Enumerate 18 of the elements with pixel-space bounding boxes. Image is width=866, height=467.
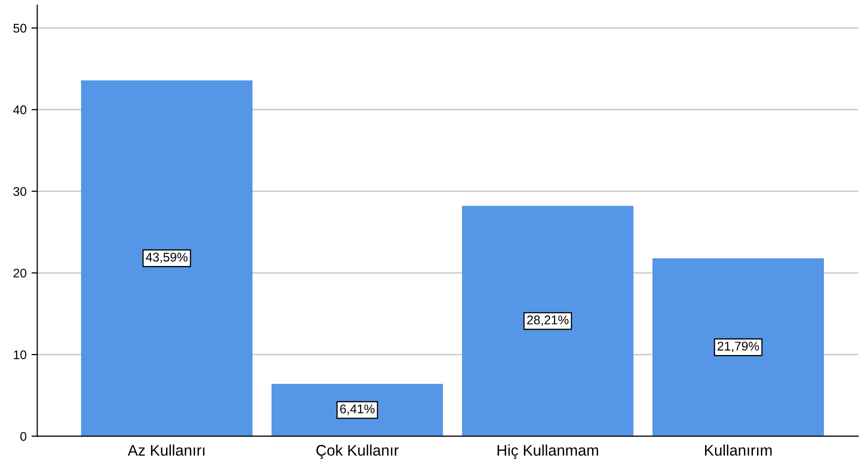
data-label: 6,41% bbox=[340, 404, 375, 415]
x-tick-label: Az Kullanırı bbox=[128, 444, 204, 456]
y-tick-label: 20 bbox=[14, 268, 26, 278]
y-tick-label: 30 bbox=[13, 187, 26, 196]
bar bbox=[652, 258, 824, 436]
data-label: 28,21% bbox=[527, 316, 568, 326]
bar bbox=[81, 80, 252, 436]
x-tick-label: Hiç Kullanmam bbox=[498, 444, 598, 459]
x-tick-label: Kullanırım bbox=[705, 444, 772, 456]
bar bbox=[462, 206, 634, 436]
y-tick-label: 40 bbox=[13, 105, 26, 114]
data-label: 43,59% bbox=[146, 252, 188, 264]
y-tick-label: 10 bbox=[14, 350, 26, 360]
x-tick-label: Çok Kullanır bbox=[316, 444, 399, 459]
y-tick-label: 0 bbox=[20, 432, 26, 441]
data-label: 21,79% bbox=[718, 342, 759, 352]
bar bbox=[272, 384, 443, 436]
y-tick-label: 50 bbox=[13, 24, 26, 33]
